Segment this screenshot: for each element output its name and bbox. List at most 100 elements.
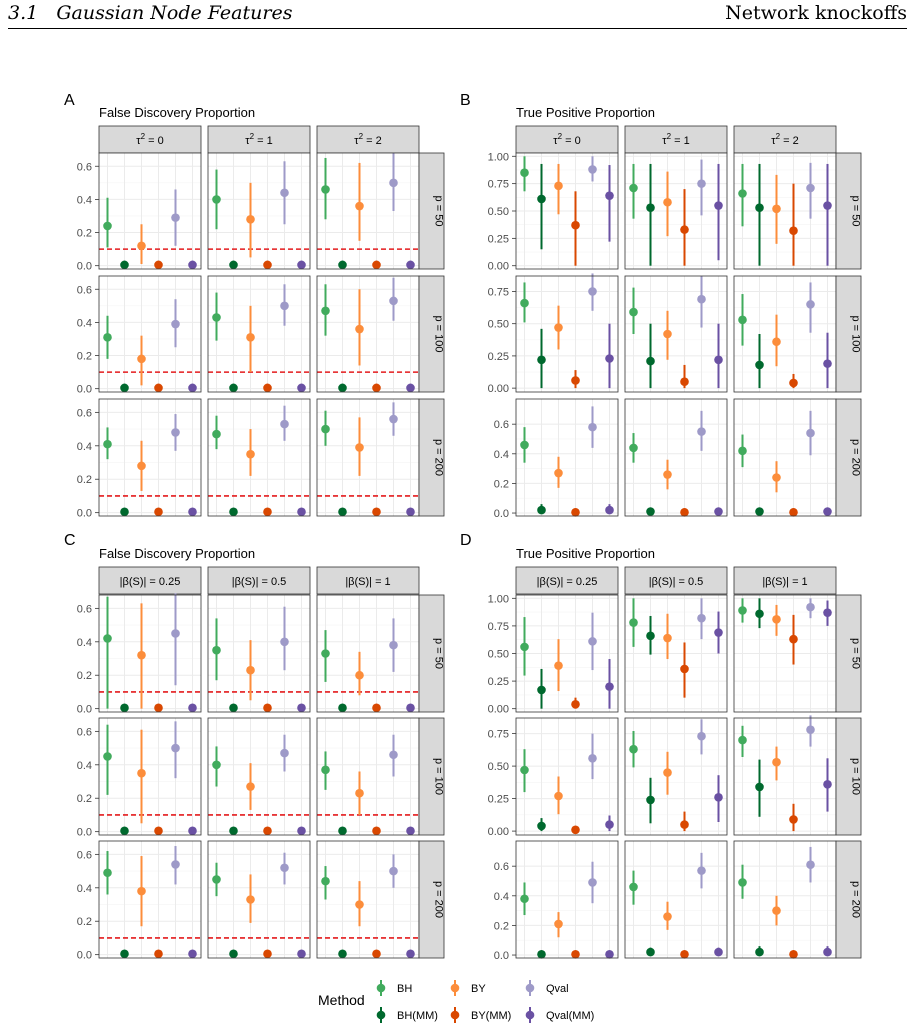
legend-item: BH(MM) xyxy=(376,1007,438,1023)
column-strip-label: |β(S)| = 0.5 xyxy=(232,576,287,588)
data-point xyxy=(246,665,255,675)
panel-B: B True Positive Proportion τ2 = 0 τ2 = 1 τ2 … xyxy=(460,92,862,520)
data-point xyxy=(389,866,398,876)
row-strip xyxy=(418,594,445,713)
column-strip xyxy=(515,566,619,595)
data-point xyxy=(554,661,563,670)
plot-background xyxy=(208,841,310,958)
data-point xyxy=(789,226,798,235)
y-tick-label: 0.50 xyxy=(488,319,509,331)
legend-label: Qval xyxy=(546,983,569,995)
data-point xyxy=(714,507,723,516)
facet-plot xyxy=(98,593,202,713)
data-point xyxy=(789,815,798,824)
data-point xyxy=(212,313,221,322)
plot-border xyxy=(98,594,202,713)
y-tick-label: 0.6 xyxy=(77,407,92,419)
y-tick-label: 1.00 xyxy=(488,593,509,605)
facet-plot xyxy=(733,594,837,713)
plot-border xyxy=(515,840,619,959)
data-point xyxy=(406,826,415,836)
row-strip xyxy=(418,152,445,270)
column-strip xyxy=(207,566,311,595)
data-point xyxy=(188,826,197,836)
plot-border xyxy=(624,275,728,393)
data-point xyxy=(663,768,672,777)
plot-background xyxy=(208,718,310,835)
data-point xyxy=(755,782,764,792)
panel-title: False Discovery Proportion xyxy=(99,105,255,120)
data-point xyxy=(823,780,832,789)
data-point xyxy=(338,507,347,517)
y-tick-label: 0.6 xyxy=(494,419,509,431)
data-point xyxy=(120,507,129,517)
row-strip-label: p = 100 xyxy=(850,315,862,352)
plot-background xyxy=(317,399,419,516)
facet-plot xyxy=(98,840,202,959)
data-point xyxy=(212,875,221,884)
data-point xyxy=(537,949,546,959)
legend-item: Qval xyxy=(525,980,569,996)
data-point xyxy=(171,860,180,869)
data-point xyxy=(263,383,272,393)
row-strip-label: p = 50 xyxy=(433,196,445,227)
data-point xyxy=(605,505,614,515)
y-tick-label: 0.75 xyxy=(488,179,509,191)
plot-border xyxy=(98,275,202,393)
data-point xyxy=(629,443,638,453)
data-point xyxy=(520,168,529,177)
facet-plot xyxy=(515,594,619,713)
data-point xyxy=(738,735,747,745)
data-point xyxy=(663,329,672,339)
data-point xyxy=(605,682,614,691)
data-point xyxy=(755,609,764,619)
data-point xyxy=(646,356,655,366)
data-point xyxy=(806,725,815,734)
column-strip-label: |β(S)| = 1 xyxy=(762,576,807,588)
column-strip-label: τ2 = 1 xyxy=(662,132,689,147)
legend-label: BY(MM) xyxy=(471,1010,511,1022)
facet-plot xyxy=(515,398,619,517)
data-point xyxy=(389,178,398,188)
y-tick-label: 0.0 xyxy=(494,950,509,962)
data-point xyxy=(321,876,330,886)
data-point xyxy=(605,354,614,363)
facet-plot xyxy=(624,398,728,517)
facet-plot xyxy=(207,275,311,393)
facet-plot xyxy=(207,717,311,836)
plot-border xyxy=(624,594,728,713)
plot-background xyxy=(208,595,310,712)
data-point xyxy=(605,191,614,200)
data-point xyxy=(137,354,146,364)
data-point xyxy=(605,820,614,829)
plot-border xyxy=(624,152,728,270)
legend: Method BH BY Qval BH(MM) BY(MM) Qval(MM) xyxy=(318,980,594,1023)
data-point xyxy=(355,443,364,452)
data-point xyxy=(212,760,221,770)
plot-background xyxy=(734,718,836,835)
data-point xyxy=(663,197,672,207)
data-point xyxy=(554,468,563,478)
data-point xyxy=(212,195,221,204)
data-point xyxy=(229,260,238,270)
column-strip-label: τ2 = 1 xyxy=(245,132,272,147)
data-point xyxy=(789,378,798,388)
data-point xyxy=(280,301,289,311)
data-point xyxy=(137,461,146,471)
data-point xyxy=(188,260,197,270)
data-point xyxy=(137,241,146,251)
page-header: 3.1 Gaussian Node Features Network knock… xyxy=(8,0,907,29)
data-point xyxy=(554,181,563,191)
data-point xyxy=(355,201,364,211)
data-point xyxy=(755,360,764,370)
data-point xyxy=(714,628,723,637)
data-point xyxy=(103,634,112,643)
data-point xyxy=(755,507,764,516)
legend-label: BH xyxy=(397,983,412,995)
legend-swatch-point xyxy=(525,1010,535,1020)
facet-plot xyxy=(316,840,420,959)
y-tick-label: 0.6 xyxy=(77,161,92,173)
legend-item: BY(MM) xyxy=(450,1007,511,1023)
data-point xyxy=(554,919,563,929)
